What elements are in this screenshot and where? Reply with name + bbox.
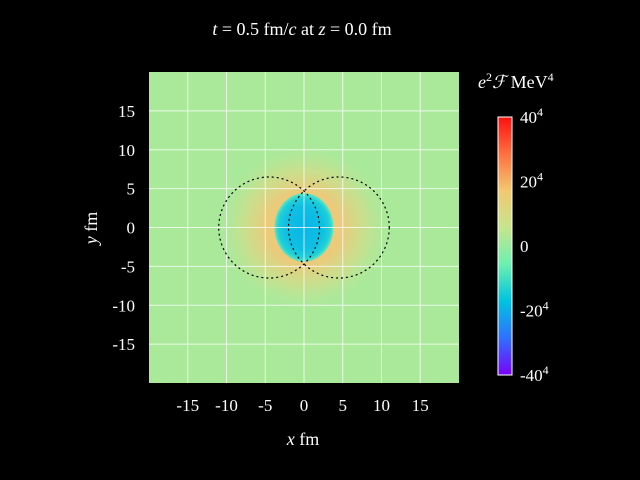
colorbar-tick-label: -404 bbox=[520, 363, 549, 385]
y-tick-label: 15 bbox=[118, 102, 135, 121]
nucleus-outline bbox=[287, 176, 390, 279]
colorbar-tick-label: 404 bbox=[520, 105, 543, 127]
y-tick-label: -15 bbox=[112, 335, 135, 354]
colorbar: e2ℱ MeV4 404 204 0 -204 -404 bbox=[478, 70, 554, 385]
colorbar-tick-label: 204 bbox=[520, 170, 543, 192]
y-axis-ticks: 15 10 5 0 -5 -10 -15 bbox=[112, 102, 135, 354]
colorbar-ticks: 404 204 0 -204 -404 bbox=[520, 105, 549, 385]
x-tick-label: 0 bbox=[300, 396, 309, 415]
x-tick-label: -5 bbox=[258, 396, 272, 415]
nucleus-outline bbox=[218, 176, 321, 279]
y-tick-label: 0 bbox=[127, 219, 136, 238]
chart-title: t = 0.5 fm/c at z = 0.0 fm bbox=[212, 19, 391, 39]
x-tick-label: -15 bbox=[176, 396, 199, 415]
nucleus-outlines bbox=[218, 176, 390, 279]
x-tick-label: 5 bbox=[339, 396, 348, 415]
grid-lines bbox=[149, 72, 459, 383]
colorbar-gradient bbox=[497, 116, 513, 376]
y-tick-label: -5 bbox=[121, 257, 135, 276]
y-tick-label: 5 bbox=[127, 180, 136, 199]
heatmap-plot-area bbox=[149, 72, 459, 383]
x-axis-ticks: -15 -10 -5 0 5 10 15 bbox=[176, 396, 428, 415]
x-axis-label: x fm bbox=[286, 429, 320, 449]
x-tick-label: -10 bbox=[215, 396, 238, 415]
colorbar-label: e2ℱ MeV4 bbox=[478, 70, 554, 92]
y-axis-label: y fm bbox=[81, 212, 101, 247]
y-tick-label: -10 bbox=[112, 296, 135, 315]
x-tick-label: 10 bbox=[373, 396, 390, 415]
colorbar-tick-label: -204 bbox=[520, 299, 549, 321]
colorbar-tick-label: 0 bbox=[520, 237, 529, 256]
y-tick-label: 10 bbox=[118, 141, 135, 160]
x-tick-label: 15 bbox=[412, 396, 429, 415]
